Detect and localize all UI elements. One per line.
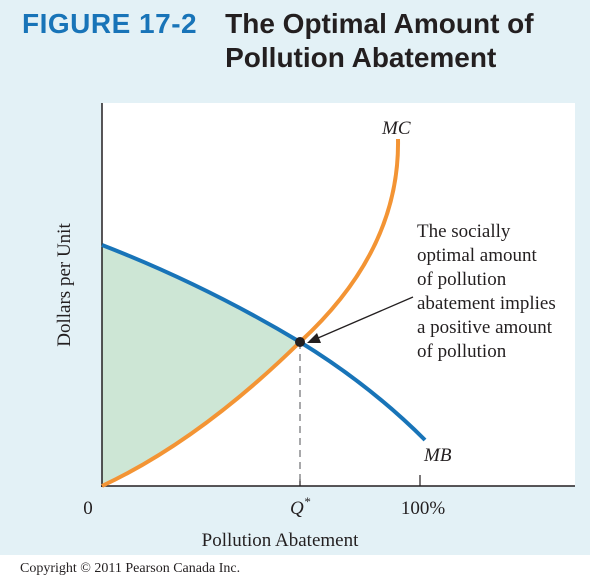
mb-label: MB <box>423 445 452 466</box>
abatement-diagram: MC MB The socially optimal amount of pol… <box>54 103 575 551</box>
annotation-line: abatement implies <box>417 293 556 314</box>
annotation-line: of pollution <box>417 269 507 290</box>
figure-title: The Optimal Amount of Pollution Abatemen… <box>225 8 534 73</box>
arrowhead-icon <box>307 333 321 343</box>
max-label: 100% <box>401 498 446 519</box>
qstar-superscript: * <box>304 494 311 509</box>
annotation-line: of pollution <box>417 341 507 362</box>
figure-number: FIGURE 17-2 <box>22 8 198 39</box>
annotation-arrow <box>317 296 414 339</box>
figure-header: FIGURE 17-2 The Optimal Amount of Pollut… <box>22 7 555 75</box>
origin-label: 0 <box>83 498 93 519</box>
qstar-letter: Q <box>290 498 304 519</box>
annotation-text: The socially optimal amount of pollution… <box>417 221 561 362</box>
x-axis-label: Pollution Abatement <box>202 530 359 551</box>
optimum-point <box>295 337 305 347</box>
y-axis-label: Dollars per Unit <box>54 223 75 347</box>
qstar-label: Q* <box>290 494 311 519</box>
mc-label: MC <box>381 118 411 139</box>
annotation-line: The socially <box>417 221 511 242</box>
net-benefit-area <box>102 245 300 486</box>
copyright-notice: Copyright © 2011 Pearson Canada Inc. <box>20 561 241 576</box>
annotation-line: a positive amount <box>417 317 553 338</box>
annotation-line: optimal amount <box>417 245 538 266</box>
